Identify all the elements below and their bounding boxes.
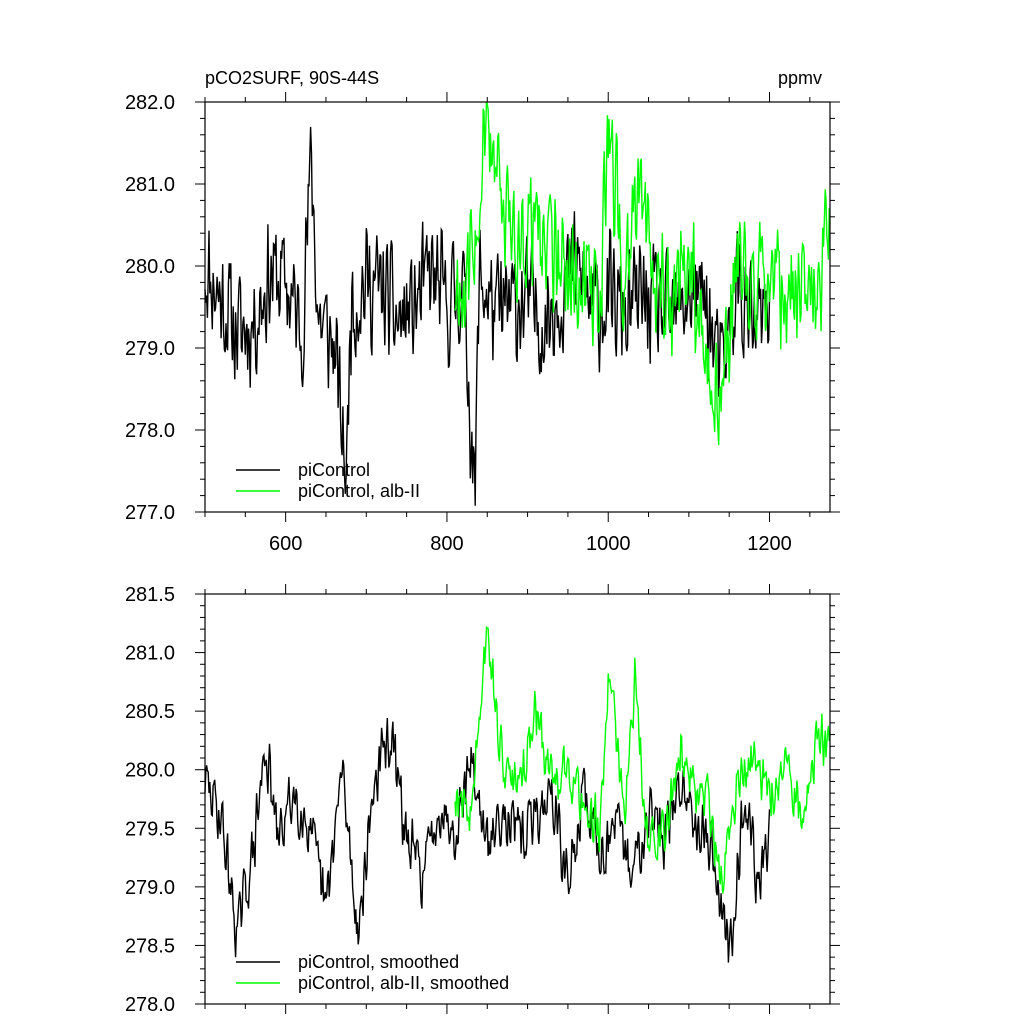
panel1-units: ppmv <box>778 68 822 88</box>
x-tick-label: 600 <box>269 533 302 555</box>
y-tick-label: 277.0 <box>125 502 175 524</box>
x-tick-label: 1200 <box>747 533 792 555</box>
y-tick-label: 282.0 <box>125 92 175 114</box>
series-line-piControl-panel2 <box>204 717 771 963</box>
y-tick-label: 278.5 <box>125 935 175 957</box>
y-tick-label: 280.0 <box>125 760 175 782</box>
top-panel: pCO2SURF, 90S-44S ppmv 600 800 1000 1200 277… <box>125 68 840 555</box>
y-tick-label: 279.5 <box>125 818 175 840</box>
x-tick-label: 800 <box>430 533 463 555</box>
panel1-plot-area <box>204 101 831 506</box>
y-tick-label: 278.0 <box>125 994 175 1016</box>
panel1-frame <box>204 101 831 513</box>
panel2-frame <box>204 593 831 1005</box>
y-tick-label: 281.5 <box>125 584 175 606</box>
series-line-alb-II-panel2 <box>454 625 831 894</box>
legend-label-piControl-smoothed: piControl, smoothed <box>298 952 459 972</box>
panel2-legend: piControl, smoothed piControl, alb-II, s… <box>236 952 509 993</box>
y-tick-label: 281.0 <box>125 174 175 196</box>
panel1-legend: piControl piControl, alb-II <box>236 460 420 501</box>
y-tick-label: 278.0 <box>125 420 175 442</box>
series-line-alb-II-panel1 <box>454 101 831 446</box>
series-line-piControl-panel1 <box>204 126 771 506</box>
panel1-title: pCO2SURF, 90S-44S <box>205 68 379 88</box>
y-tick-label: 281.0 <box>125 643 175 665</box>
legend-label-alb-II-smoothed: piControl, alb-II, smoothed <box>298 973 509 993</box>
legend-label-alb-II: piControl, alb-II <box>298 481 420 501</box>
panel1-axes: 600 800 1000 1200 277.0 278.0 279.0 280.0 281.0 2… <box>125 92 840 555</box>
y-tick-label: 279.0 <box>125 877 175 899</box>
legend-label-piControl: piControl <box>298 460 370 480</box>
x-tick-label: 1000 <box>586 533 631 555</box>
panel2-axes: 278.0 278.5 279.0 279.5 280.0 280.5 281.0 281.5 <box>125 584 840 1016</box>
panel2-plot-area <box>204 625 831 963</box>
bottom-panel: 278.0 278.5 279.0 279.5 280.0 280.5 281.0 281.5… <box>125 584 840 1016</box>
y-tick-label: 279.0 <box>125 338 175 360</box>
y-tick-label: 280.5 <box>125 701 175 723</box>
y-tick-label: 280.0 <box>125 256 175 278</box>
